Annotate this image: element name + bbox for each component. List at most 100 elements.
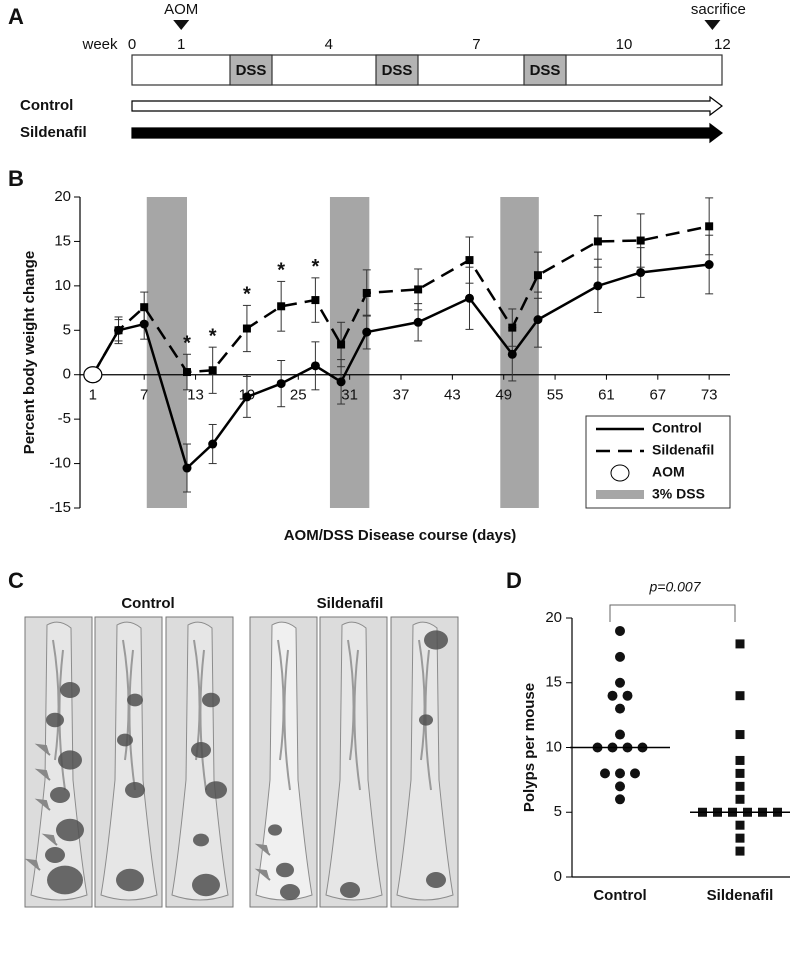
colon	[325, 621, 383, 901]
dot	[735, 691, 745, 701]
x-tick-label: 49	[495, 387, 512, 404]
marker	[362, 288, 371, 297]
polyp	[50, 787, 70, 803]
dot	[615, 768, 625, 779]
dot	[600, 768, 610, 779]
x-tick-label: 73	[701, 387, 718, 404]
x-tick-label: 31	[341, 387, 358, 404]
polyp	[205, 781, 227, 799]
y-tick-label: 5	[63, 321, 71, 338]
marker	[413, 317, 423, 327]
dot	[615, 625, 625, 636]
polyp	[116, 868, 144, 892]
marker	[140, 303, 149, 312]
week-tick-label: 7	[472, 36, 480, 53]
x-tick-label: Sildenafil	[707, 887, 774, 904]
dot	[735, 768, 745, 778]
polyp	[424, 630, 448, 650]
y-tick-label: -15	[49, 499, 71, 516]
colon-photos	[24, 616, 459, 908]
marker	[242, 392, 252, 402]
legend-label: 3% DSS	[652, 486, 705, 502]
arrow	[34, 743, 51, 756]
polyp	[268, 824, 282, 836]
dss-box	[229, 54, 273, 86]
week-tick-label: 4	[325, 36, 333, 53]
polyp	[45, 847, 65, 863]
marker	[593, 237, 602, 246]
timeline-box	[131, 54, 723, 86]
x-tick-label: 7	[140, 387, 148, 404]
x-tick-label: 61	[598, 387, 615, 404]
dot	[735, 639, 745, 649]
dot	[615, 794, 625, 805]
marker	[465, 256, 474, 265]
dss-band	[500, 197, 539, 508]
dot	[735, 820, 745, 830]
x-tick-label: 1	[89, 387, 97, 404]
panel-label: A	[8, 4, 24, 29]
photo-group-label: Sildenafil	[317, 595, 384, 612]
colon-texture	[347, 639, 361, 791]
y-tick-label: 10	[54, 277, 71, 294]
polyp	[280, 884, 300, 900]
group-arrow	[131, 95, 723, 117]
polyp	[47, 865, 83, 895]
legend-label: Control	[652, 420, 702, 436]
aom-marker	[173, 20, 190, 30]
polyp	[56, 818, 84, 842]
marker	[362, 327, 372, 337]
marker	[414, 285, 423, 294]
dot	[735, 794, 745, 804]
arrow	[254, 868, 271, 881]
polyp	[60, 682, 80, 698]
arrow	[41, 833, 58, 846]
sacrifice-marker	[704, 20, 721, 30]
y-tick-label: 0	[554, 868, 562, 885]
dot	[735, 730, 745, 740]
group-label: Control	[20, 97, 73, 114]
arrow	[34, 768, 51, 781]
colon	[100, 621, 158, 901]
dot	[615, 781, 625, 792]
x-tick-label: 55	[547, 387, 564, 404]
dot	[615, 651, 625, 662]
y-tick-label: -10	[49, 455, 71, 472]
sacrifice-label: sacrifice	[691, 1, 746, 18]
marker	[242, 324, 251, 333]
dot	[615, 677, 625, 688]
marker	[208, 439, 218, 449]
marker	[704, 260, 714, 270]
y-tick-label: 15	[54, 232, 71, 249]
x-tick-label: 37	[393, 387, 410, 404]
marker	[507, 349, 517, 359]
photo-group-label: Control	[121, 595, 174, 612]
marker	[139, 319, 149, 329]
colon	[396, 621, 454, 901]
week-label: week	[81, 36, 118, 53]
significance-label: *	[243, 284, 251, 306]
marker	[705, 222, 714, 231]
arrow	[24, 858, 41, 871]
polyp	[127, 693, 143, 707]
dot	[735, 846, 745, 856]
dot	[735, 833, 745, 843]
polyp	[46, 712, 64, 728]
x-axis-label: AOM/DSS Disease course (days)	[284, 527, 517, 544]
legend-band	[596, 490, 644, 499]
marker	[277, 302, 286, 311]
y-axis-label: Polyps per mouse	[521, 683, 538, 812]
y-axis-label: Percent body weight change	[21, 251, 38, 454]
y-tick-label: -5	[58, 410, 71, 427]
significance-label: *	[209, 325, 217, 347]
polyp	[192, 873, 220, 897]
dot	[735, 755, 745, 765]
polyp	[125, 782, 145, 798]
polyp	[276, 862, 294, 878]
arrow	[34, 798, 51, 811]
marker	[636, 236, 645, 245]
legend-aom	[610, 464, 630, 482]
marker	[336, 377, 346, 387]
significance-label: *	[277, 260, 285, 282]
